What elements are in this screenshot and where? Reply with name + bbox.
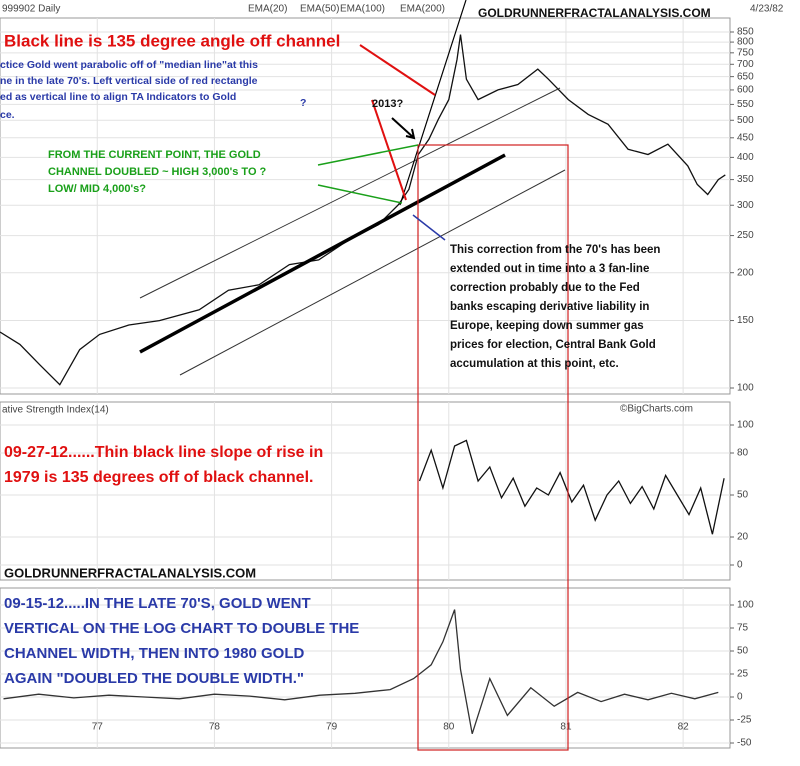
- ema-label: EMA(100): [340, 4, 385, 15]
- y-tick-label: 20: [737, 532, 749, 543]
- date: 4/23/82: [750, 4, 784, 15]
- y-tick-label: 550: [737, 99, 754, 110]
- ema-label: EMA(20): [248, 4, 287, 15]
- green-note: LOW/ MID 4,000's?: [48, 183, 146, 195]
- slope-line: [399, 0, 467, 206]
- y-tick-label: 400: [737, 152, 754, 163]
- series-line: [0, 34, 726, 386]
- y-tick-label: 50: [737, 490, 749, 501]
- y-tick-label: 0: [737, 560, 743, 571]
- y-tick-label: 350: [737, 174, 754, 185]
- y-tick-label: 300: [737, 200, 754, 211]
- y-tick-label: 450: [737, 132, 754, 143]
- y-tick-label: 750: [737, 47, 754, 58]
- blue-lower: 09-15-12.....IN THE LATE 70'S, GOLD WENT: [4, 595, 311, 612]
- x-tick-label: 79: [326, 722, 338, 733]
- green-note: FROM THE CURRENT POINT, THE GOLD: [48, 149, 261, 161]
- y-tick-label: 0: [737, 692, 743, 703]
- y-tick-label: 500: [737, 115, 754, 126]
- y-tick-label: 75: [737, 623, 749, 634]
- blue-note: ctice Gold went parabolic off of "median…: [0, 59, 258, 71]
- y-tick-label: 50: [737, 646, 749, 657]
- series-line: [3, 609, 719, 734]
- blue-note: ne in the late 70's. Left vertical side …: [0, 75, 258, 87]
- site-label: GOLDRUNNERFRACTALANALYSIS.COM: [4, 565, 256, 580]
- red-note: 1979 is 135 degrees off of black channel…: [4, 469, 313, 486]
- y-tick-label: 600: [737, 85, 754, 96]
- y-tick-label: 25: [737, 669, 749, 680]
- y-tick-label: 100: [737, 420, 754, 431]
- blue-lower: AGAIN "DOUBLED THE DOUBLE WIDTH.": [4, 670, 304, 687]
- y-tick-label: 650: [737, 71, 754, 82]
- red-arrow: [359, 44, 436, 96]
- y-tick-label: 150: [737, 315, 754, 326]
- symbol: 999902 Daily: [2, 4, 60, 15]
- black-note: Europe, keeping down summer gas: [450, 320, 644, 332]
- x-tick-label: 78: [209, 722, 221, 733]
- red-title: Black line is 135 degree angle off chann…: [4, 31, 340, 50]
- black-note: This correction from the 70's has been: [450, 244, 660, 256]
- y-tick-label: 700: [737, 59, 754, 70]
- blue-note: ?: [300, 97, 306, 109]
- ema-label: EMA(200): [400, 4, 445, 15]
- y-tick-label: 100: [737, 383, 754, 394]
- blue-note: ce.: [0, 109, 15, 121]
- momentum-panel: [0, 587, 731, 749]
- rsi-panel: [0, 401, 731, 581]
- y-tick-label: 80: [737, 448, 749, 459]
- channel-upper: [139, 87, 561, 299]
- x-tick-label: 82: [678, 722, 690, 733]
- black-note: correction probably due to the Fed: [450, 282, 640, 294]
- y-tick-label: -50: [737, 738, 752, 749]
- red-arrow: [371, 99, 407, 201]
- red-note: 09-27-12......Thin black line slope of r…: [4, 444, 323, 461]
- y-tick-label: 250: [737, 230, 754, 241]
- black-arrow: [391, 117, 416, 140]
- overlay-lines: [139, 0, 569, 751]
- x-tick-label: 81: [560, 722, 572, 733]
- black-note: extended out in time into a 3 fan-line: [450, 263, 649, 275]
- green-arrow: [317, 184, 403, 204]
- channel-median: [139, 153, 506, 354]
- blue-arrow: [412, 214, 446, 241]
- rsi-title: ative Strength Index(14): [2, 405, 109, 416]
- y-tick-label: 800: [737, 37, 754, 48]
- y-tick-label: 100: [737, 600, 754, 611]
- black-note: accumulation at this point, etc.: [450, 358, 619, 370]
- blue-lower: CHANNEL WIDTH, THEN INTO 1980 GOLD: [4, 645, 304, 662]
- x-tick-label: 80: [443, 722, 455, 733]
- green-arrow: [317, 144, 419, 166]
- black-note: banks escaping derivative liability in: [450, 301, 649, 313]
- black-note: prices for election, Central Bank Gold: [450, 339, 656, 351]
- price-panel: [0, 17, 731, 395]
- plot-layer: 1001502002503003504004505005506006507007…: [0, 18, 754, 749]
- channel-lower: [179, 169, 566, 376]
- x-tick-label: 77: [92, 722, 104, 733]
- ema-label: EMA(50): [300, 4, 339, 15]
- green-note: CHANNEL DOUBLED ~ HIGH 3,000's TO ?: [48, 166, 267, 178]
- series-line: [418, 439, 725, 535]
- credit: ©BigCharts.com: [620, 404, 693, 415]
- panel-frames: [0, 17, 731, 749]
- blue-lower: VERTICAL ON THE LOG CHART TO DOUBLE THE: [4, 620, 359, 637]
- blue-note: ed as vertical line to align TA Indicato…: [0, 91, 236, 103]
- y-tick-label: -25: [737, 715, 752, 726]
- red-rectangle: [417, 144, 569, 751]
- y-tick-label: 200: [737, 267, 754, 278]
- arrow-label: 2013?: [372, 98, 403, 110]
- y-tick-label: 850: [737, 27, 754, 38]
- site: GOLDRUNNERFRACTALANALYSIS.COM: [478, 6, 711, 20]
